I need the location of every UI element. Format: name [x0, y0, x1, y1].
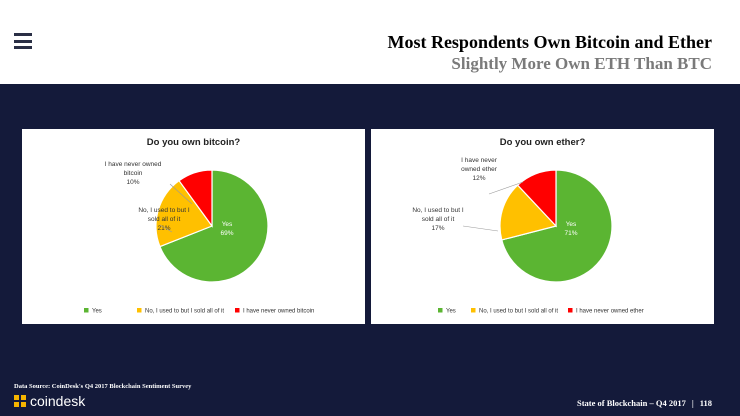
page-title: Most Respondents Own Bitcoin and Ether	[387, 32, 712, 52]
legend-label: I have never owned bitcoin	[243, 309, 314, 315]
legend-label: I have never owned ether	[576, 309, 644, 315]
slice-data-label: Yes 71%	[564, 221, 577, 237]
legend-swatch	[568, 308, 573, 313]
legend-label: No, I used to but I sold all of it	[145, 309, 224, 315]
pie-slice	[499, 184, 558, 241]
coindesk-logo-icon	[14, 395, 26, 407]
slice-data-label: I have never owned ether 12%	[461, 157, 498, 182]
legend-swatch	[438, 308, 443, 313]
footer-separator: |	[691, 398, 694, 408]
header: Most Respondents Own Bitcoin and Ether S…	[0, 0, 740, 84]
leader-line	[159, 224, 173, 233]
pie-slice	[155, 179, 213, 248]
slice-data-label: Yes 69%	[220, 221, 233, 237]
chart-title: Do you own ether?	[500, 137, 586, 148]
ether-pie-chart: Do you own ether? Yes 71% No, I used to but…	[412, 137, 644, 315]
legend-label: Yes	[446, 309, 456, 315]
data-source: Data Source: CoinDesk's Q4 2017 Blockcha…	[14, 383, 192, 390]
pie-slice	[516, 169, 557, 228]
leader-line	[169, 183, 193, 205]
chart-title: Do you own bitcoin?	[147, 137, 241, 148]
report-name: State of Blockchain – Q4 2017	[576, 398, 686, 408]
legend-label: Yes	[92, 309, 102, 315]
menu-icon[interactable]	[14, 33, 32, 49]
leader-line	[488, 181, 524, 195]
bitcoin-pie-chart: Do you own bitcoin? Yes 69% No, I used to b…	[84, 137, 314, 315]
coindesk-logo-text: coindesk	[30, 393, 86, 409]
bitcoin-chart-panel: Do you own bitcoin? Yes 69% No, I used to b…	[22, 129, 365, 324]
page-subtitle: Slightly More Own ETH Than BTC	[451, 54, 712, 73]
footer-report: State of Blockchain – Q4 2017 | 118	[577, 398, 712, 408]
pie-slice	[501, 169, 613, 283]
page-number: 118	[699, 398, 712, 408]
legend-swatch	[137, 308, 142, 313]
pie-slice	[178, 169, 213, 228]
legend-swatch	[471, 308, 476, 313]
leader-line	[462, 225, 499, 232]
legend-swatch	[235, 308, 240, 313]
ether-chart-panel: Do you own ether? Yes 71% No, I used to but…	[371, 129, 714, 324]
legend-swatch	[84, 308, 89, 313]
pie-slice	[159, 169, 269, 283]
legend-label: No, I used to but I sold all of it	[479, 309, 558, 315]
slice-data-label: I have never owned bitcoin 10%	[105, 161, 162, 186]
